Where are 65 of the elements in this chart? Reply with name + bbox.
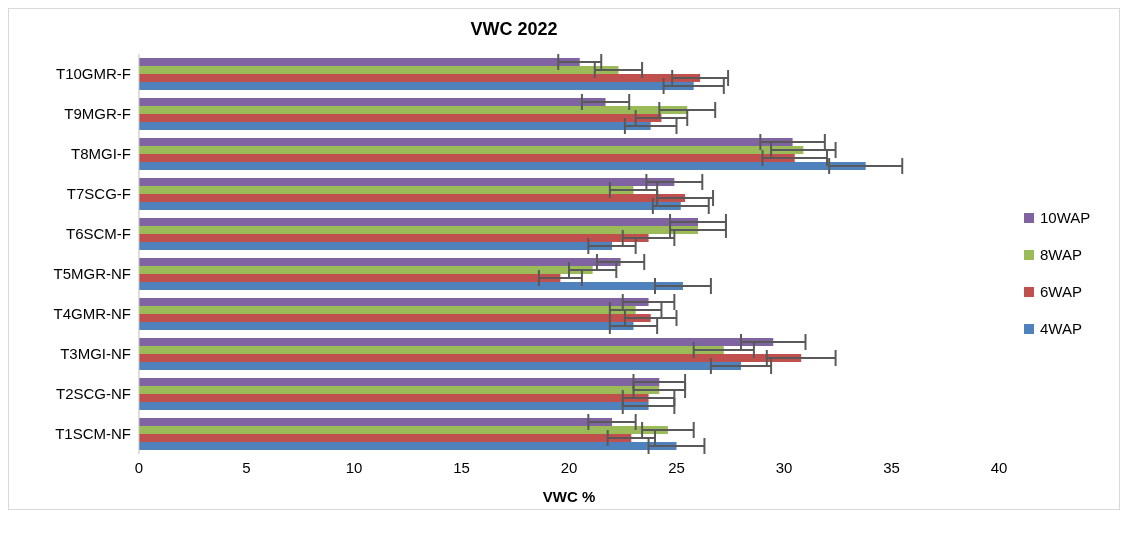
y-tick-label: T7SCG-F (66, 185, 131, 203)
bar (139, 362, 741, 370)
legend-label: 10WAP (1040, 209, 1091, 226)
y-tick-label: T9MGR-F (64, 105, 131, 123)
bar (139, 274, 561, 282)
y-tick-label: T1SCM-NF (55, 425, 131, 443)
legend-label: 6WAP (1040, 283, 1082, 300)
bar (139, 346, 724, 354)
x-tick-label: 40 (990, 458, 1008, 476)
bar (139, 178, 675, 186)
bar (139, 426, 668, 434)
bar (139, 162, 866, 170)
bar (139, 226, 698, 234)
bar (139, 298, 649, 306)
legend-label: 4WAP (1040, 320, 1082, 337)
bar (139, 106, 688, 114)
x-tick-label: 5 (242, 458, 251, 476)
bar (139, 146, 804, 154)
x-axis-title: VWC % (542, 488, 596, 505)
x-tick-label: 10 (345, 458, 363, 476)
legend-label: 8WAP (1040, 246, 1082, 263)
bar (139, 98, 606, 106)
bar (139, 82, 694, 90)
x-tick-label: 20 (560, 458, 578, 476)
x-tick-label: 0 (134, 458, 144, 476)
y-tick-label: T3MGI-NF (60, 345, 131, 363)
bar (139, 74, 701, 82)
bar (139, 66, 619, 74)
bar (139, 194, 686, 202)
bar (139, 354, 802, 362)
bar (139, 202, 681, 210)
y-tick-label: T10GMR-F (56, 65, 131, 83)
bar (139, 418, 612, 426)
bar (139, 394, 649, 402)
bar (139, 314, 651, 322)
x-tick-label: 15 (453, 458, 470, 476)
chart-title: VWC 2022 (469, 19, 559, 40)
bar (139, 378, 660, 386)
bar (139, 122, 651, 130)
bar (139, 434, 632, 442)
bar (139, 282, 683, 290)
y-tick-label: T8MGI-F (71, 145, 131, 163)
bar (139, 218, 698, 226)
bar (139, 402, 649, 410)
y-tick-label: T5MGR-NF (53, 265, 131, 283)
bar (139, 442, 677, 450)
bar (139, 138, 793, 146)
bar (139, 234, 649, 242)
y-tick-label: T4GMR-NF (53, 305, 131, 323)
bar (139, 386, 660, 394)
bar (139, 242, 612, 250)
bar (139, 186, 634, 194)
bar (139, 306, 636, 314)
x-tick-label: 35 (883, 458, 900, 476)
bar (139, 114, 662, 122)
x-tick-label: 30 (775, 458, 793, 476)
x-tick-label: 25 (668, 458, 685, 476)
bar (139, 258, 621, 266)
bar (139, 322, 634, 330)
bar (139, 338, 774, 346)
bar (139, 266, 593, 274)
bar (139, 154, 795, 162)
bar (139, 58, 580, 66)
y-tick-label: T6SCM-F (66, 225, 131, 243)
y-tick-label: T2SCG-NF (56, 385, 131, 403)
